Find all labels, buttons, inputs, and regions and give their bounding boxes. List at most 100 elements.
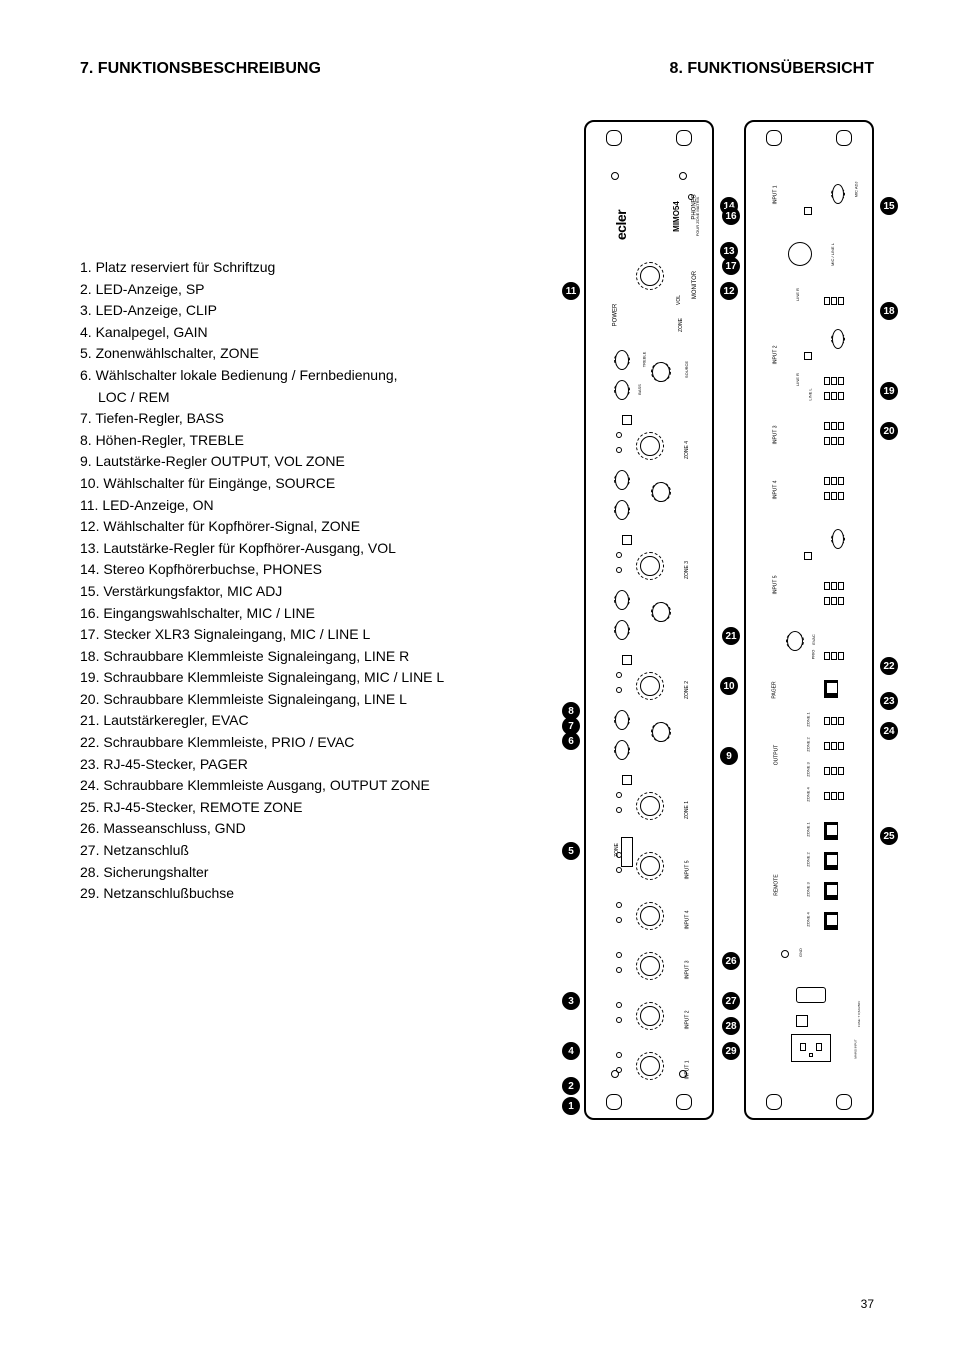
callout-27: 27 xyxy=(722,992,740,1010)
bass-dial xyxy=(614,502,630,518)
gain-dial xyxy=(636,952,664,980)
terminal-block xyxy=(824,377,844,385)
terminal-block xyxy=(824,597,844,605)
loc-rem-switch xyxy=(622,535,632,545)
heading-right: 8. FUNKTIONSÜBERSICHT xyxy=(670,60,874,78)
fuse-label: FUSE: T 0,5A/250V xyxy=(857,1001,861,1027)
rj45-remote xyxy=(824,912,838,930)
callout-16: 16 xyxy=(722,207,740,225)
sp-led xyxy=(616,1067,622,1073)
callout-10: 10 xyxy=(720,677,738,695)
input1-label: INPUT 1 xyxy=(773,185,779,204)
vol-dial xyxy=(636,432,664,460)
page-number: 37 xyxy=(861,1297,874,1311)
mic-line-switch xyxy=(804,552,812,560)
terminal-block xyxy=(824,582,844,590)
callout-28: 28 xyxy=(722,1017,740,1035)
gain-dial xyxy=(636,1002,664,1030)
zone2-label: ZONE 2 xyxy=(806,852,811,866)
clip-led xyxy=(616,902,622,908)
callout-9: 9 xyxy=(720,747,738,765)
phones-label: PHONES xyxy=(691,194,697,219)
gain-dial xyxy=(636,902,664,930)
vol-dial xyxy=(636,672,664,700)
input5-label: INPUT 5 xyxy=(685,860,691,879)
rj45-remote xyxy=(824,822,838,840)
input2-label: INPUT 2 xyxy=(685,1010,691,1029)
callout-20: 20 xyxy=(880,422,898,440)
monitor-label: MONITOR xyxy=(692,271,698,299)
treble-dial xyxy=(614,592,630,608)
bass-dial xyxy=(614,742,630,758)
mic-adj-dial xyxy=(831,332,845,346)
callout-3: 3 xyxy=(562,992,580,1010)
input5-label: INPUT 5 xyxy=(773,575,779,594)
clip-led xyxy=(616,672,622,678)
input4-label: INPUT 4 xyxy=(773,480,779,499)
zone3-label: ZONE 3 xyxy=(806,762,811,776)
callout-29: 29 xyxy=(722,1042,740,1060)
input3-label: INPUT 3 xyxy=(685,960,691,979)
zone4-label: ZONE 4 xyxy=(806,787,811,801)
sp-led xyxy=(616,807,622,813)
micadj-label: MIC ADJ xyxy=(853,182,858,198)
mic-line-switch xyxy=(804,352,812,360)
output-terminal xyxy=(824,717,844,725)
remote-label: REMOTE xyxy=(774,874,780,895)
callout-11: 11 xyxy=(562,282,580,300)
zone2-label: ZONE 2 xyxy=(684,681,690,699)
clip-led xyxy=(616,1002,622,1008)
mount-hole xyxy=(836,130,852,146)
input3-label: INPUT 3 xyxy=(773,425,779,444)
zone3-label: ZONE 3 xyxy=(806,882,811,896)
callout-18: 18 xyxy=(880,302,898,320)
loc-rem-switch xyxy=(622,655,632,665)
brand-logo: ecler xyxy=(613,210,629,240)
zone4-label: ZONE 4 xyxy=(684,441,690,459)
zone2-label: ZONE 2 xyxy=(806,737,811,751)
prio-evac-terminal xyxy=(824,652,844,660)
treble-dial xyxy=(614,352,630,368)
loc-rem-switch xyxy=(622,775,632,785)
mount-hole xyxy=(766,130,782,146)
monitor-dial xyxy=(636,262,664,290)
zone1-label: ZONE 1 xyxy=(806,822,811,836)
linel-label: LINE L xyxy=(808,388,813,400)
sp-led xyxy=(616,687,622,693)
loc-rem-switch xyxy=(622,415,632,425)
source-dial xyxy=(651,722,671,742)
xlr-connector xyxy=(788,242,812,266)
mains-socket xyxy=(791,1034,831,1062)
callout-12: 12 xyxy=(720,282,738,300)
callout-26: 26 xyxy=(722,952,740,970)
treble-label: TREBLE xyxy=(641,352,646,368)
clip-led xyxy=(616,552,622,558)
zone1-label: ZONE 1 xyxy=(684,801,690,819)
mount-hole xyxy=(606,130,622,146)
sp-led xyxy=(616,917,622,923)
source-dial xyxy=(651,482,671,502)
source-label: SOURCE xyxy=(684,361,689,378)
gnd-screw xyxy=(781,950,789,958)
callout-19: 19 xyxy=(880,382,898,400)
sp-led xyxy=(616,1017,622,1023)
clip-led xyxy=(616,432,622,438)
terminal-block xyxy=(824,437,844,445)
input1-label: INPUT 1 xyxy=(685,1060,691,1079)
mount-hole xyxy=(766,1094,782,1110)
power-label: POWER xyxy=(612,304,618,327)
callout-21: 21 xyxy=(722,627,740,645)
terminal-block xyxy=(824,492,844,500)
zone3-label: ZONE 3 xyxy=(684,561,690,579)
heading-left: 7. FUNKTIONSBESCHREIBUNG xyxy=(80,60,321,78)
front-panel: ecler MIMO54 FOUR ZONE MATRIX PHONES MON… xyxy=(584,120,714,1120)
callout-2: 2 xyxy=(562,1077,580,1095)
vol-dial xyxy=(636,792,664,820)
mains-label: MAINS INPUT xyxy=(854,1039,858,1058)
zone-label: ZONE xyxy=(678,318,684,332)
callout-25: 25 xyxy=(880,827,898,845)
callout-23: 23 xyxy=(880,692,898,710)
terminal-block xyxy=(824,477,844,485)
mic-adj-dial xyxy=(831,532,845,546)
terminal-block xyxy=(824,392,844,400)
